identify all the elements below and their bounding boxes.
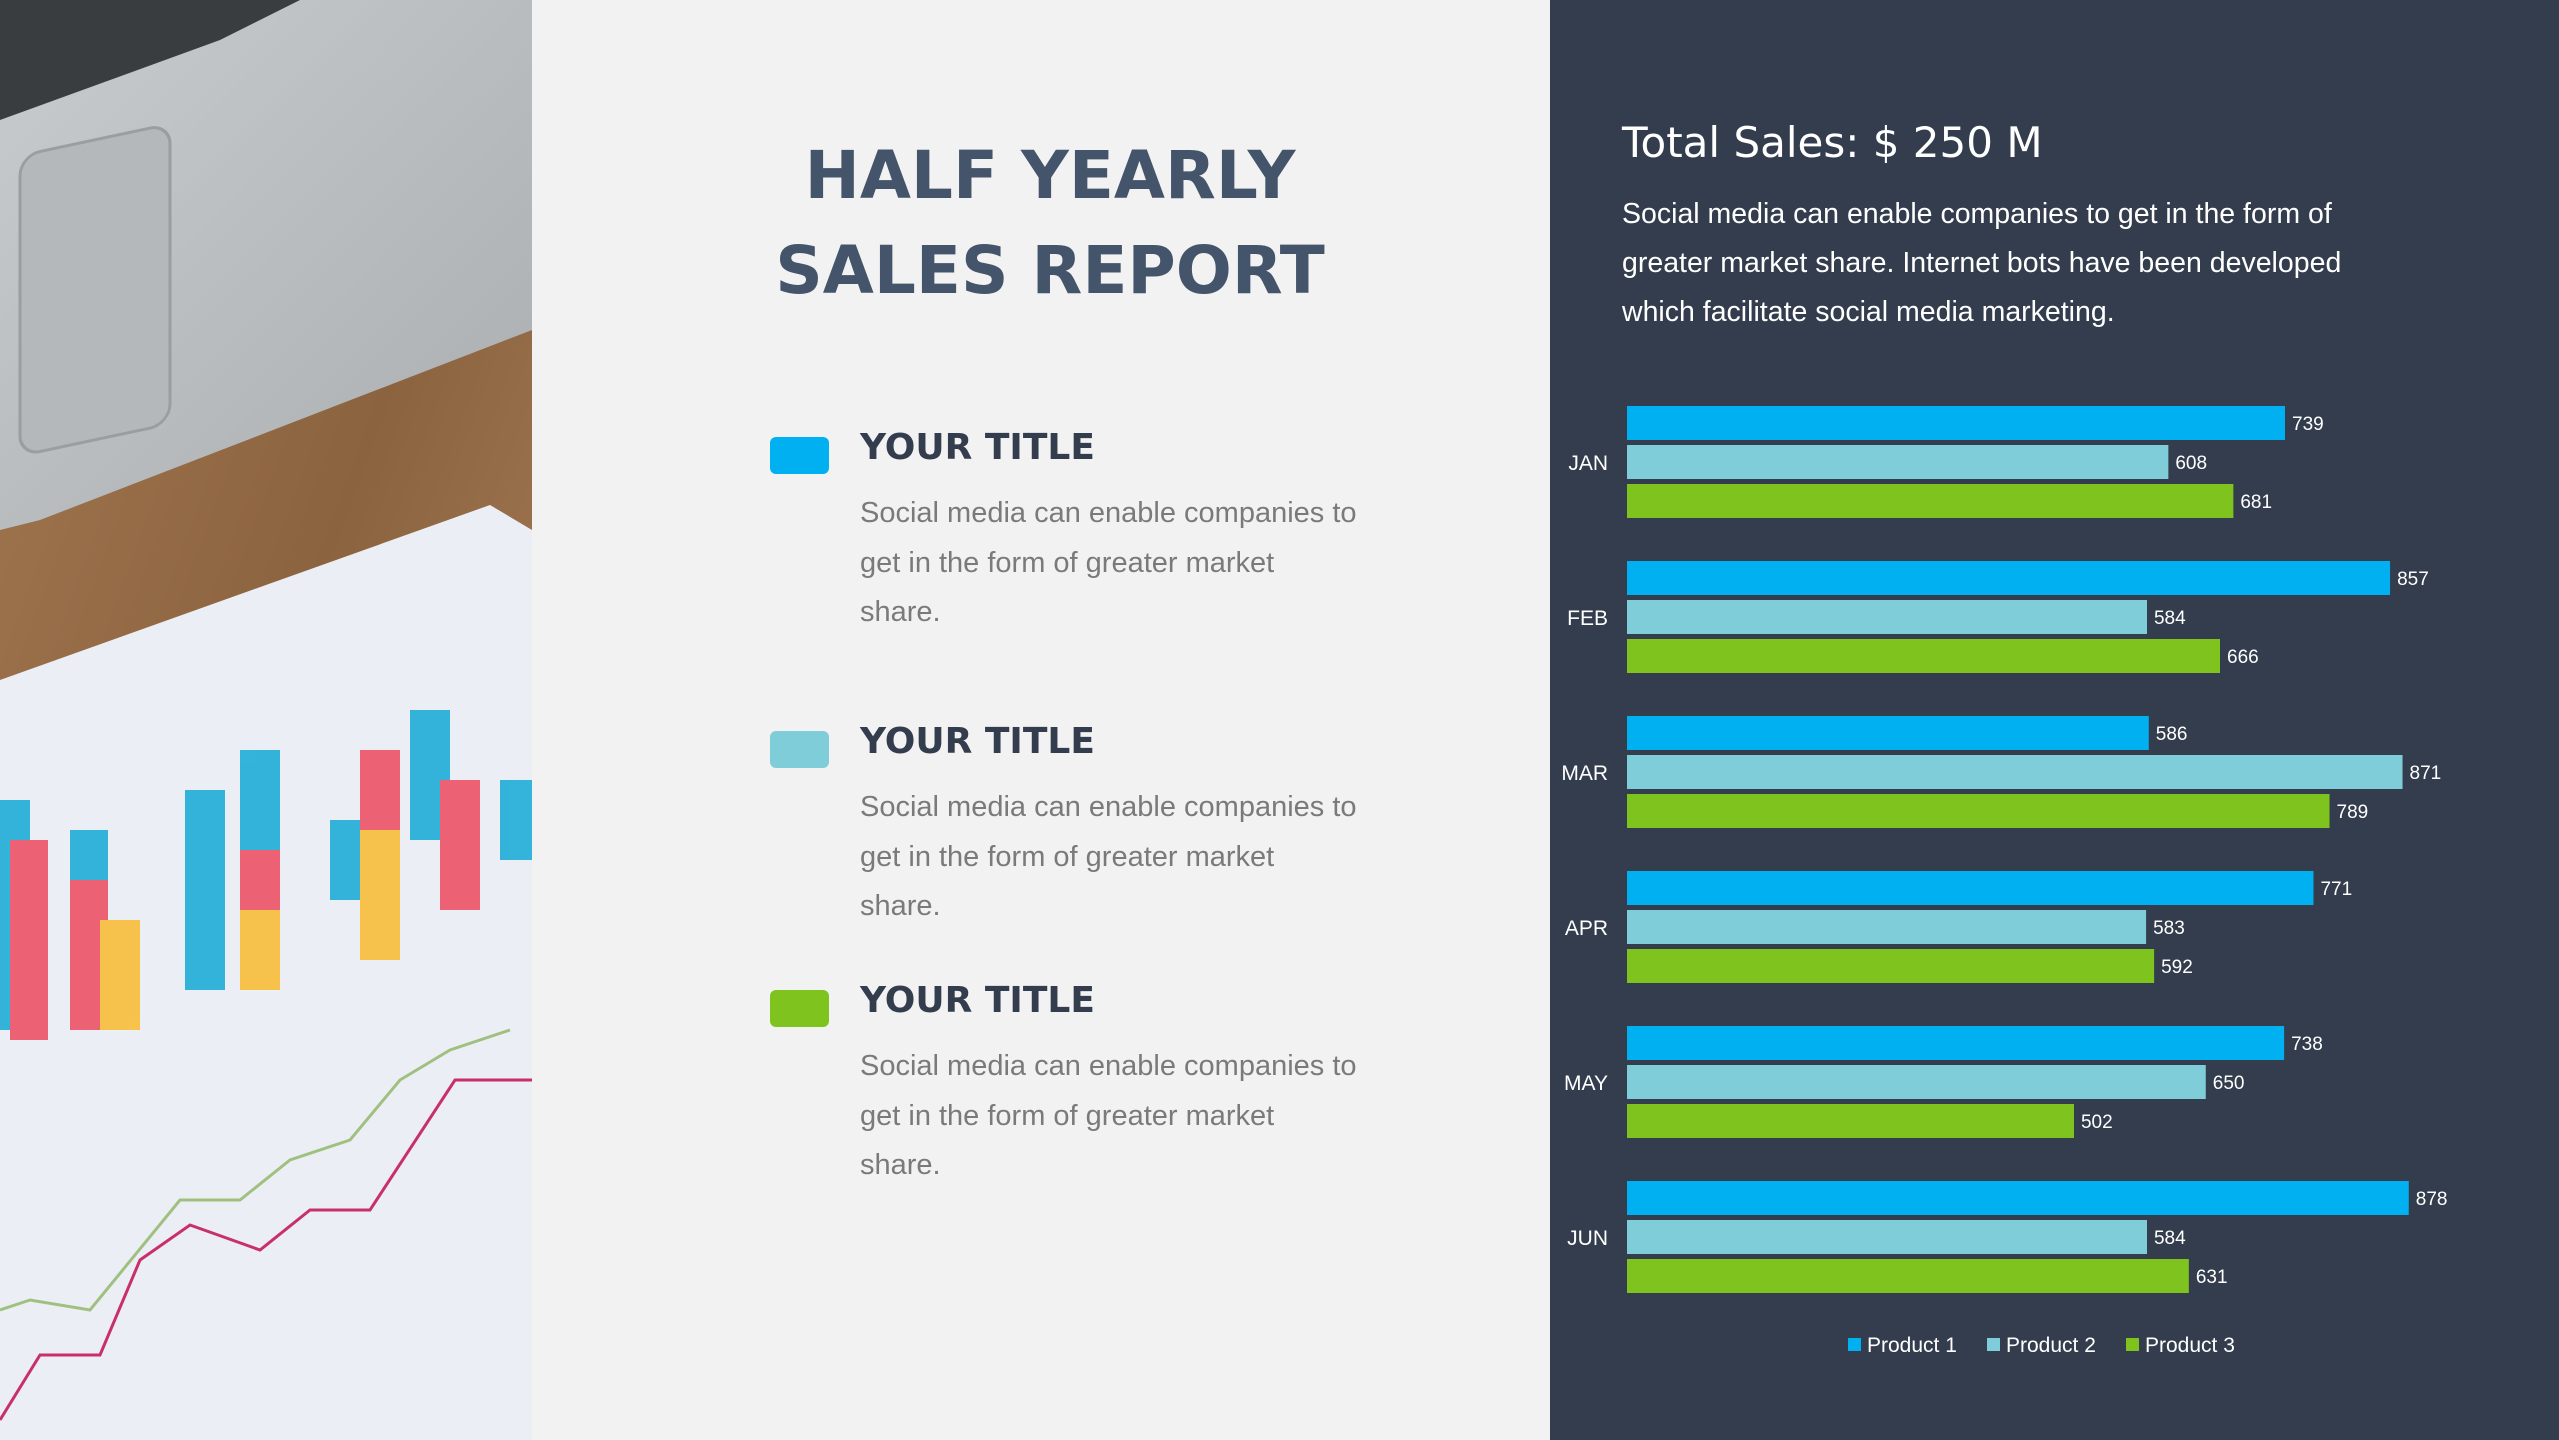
page-title: HALF YEARLY SALES REPORT [532, 128, 1568, 318]
title-line-2: SALES REPORT [775, 232, 1325, 309]
item-title: YOUR TITLE [860, 721, 1095, 762]
item-title: YOUR TITLE [860, 427, 1095, 468]
bar-may-product-2 [1627, 1065, 2206, 1099]
laptop-chart-photo [0, 0, 532, 1440]
data-label: 608 [2175, 453, 2207, 474]
category-label-feb: FEB [1567, 607, 1608, 630]
bar-may-product-1 [1627, 1026, 2285, 1060]
bar-apr-product-2 [1627, 910, 2147, 944]
bar-mar-product-1 [1627, 716, 2149, 750]
data-label: 739 [2292, 414, 2324, 435]
data-label: 789 [2337, 802, 2369, 823]
item-body: Social media can enable companies to get… [860, 1050, 1357, 1181]
bar-may-product-3 [1627, 1104, 2074, 1138]
legend-label-product-1: Product 1 [1867, 1334, 1957, 1357]
bar-jun-product-1 [1627, 1181, 2409, 1215]
data-label: 738 [2291, 1034, 2323, 1055]
bar-feb-product-2 [1627, 600, 2147, 634]
bar-mar-product-3 [1627, 794, 2330, 828]
legend-swatch-product-2 [1987, 1338, 2000, 1351]
data-label: 681 [2240, 492, 2272, 513]
color-swatch-blue [770, 437, 829, 474]
summary-text: Social media can enable companies to get… [1622, 198, 2342, 328]
item-body: Social media can enable companies to get… [860, 791, 1357, 922]
category-label-mar: MAR [1561, 762, 1608, 785]
category-label-jan: JAN [1568, 452, 1608, 475]
legend-swatch-product-3 [2126, 1338, 2139, 1351]
middle-panel [532, 0, 1550, 1440]
bar-apr-product-1 [1627, 871, 2314, 905]
category-label-jun: JUN [1567, 1227, 1608, 1250]
data-label: 584 [2154, 1228, 2186, 1249]
legend-label-product-3: Product 3 [2145, 1334, 2235, 1357]
data-label: 592 [2161, 957, 2193, 978]
bar-feb-product-1 [1627, 561, 2391, 595]
bar-jun-product-3 [1627, 1259, 2189, 1293]
color-swatch-light-blue [770, 731, 829, 768]
data-label: 631 [2196, 1267, 2228, 1288]
data-label: 584 [2154, 608, 2186, 629]
bar-jan-product-1 [1627, 406, 2285, 440]
data-label: 650 [2213, 1073, 2245, 1094]
data-label: 502 [2081, 1112, 2113, 1133]
color-swatch-green [770, 990, 829, 1027]
photo-image [0, 0, 532, 1440]
category-label-may: MAY [1564, 1072, 1608, 1095]
item-body: Social media can enable companies to get… [860, 497, 1357, 628]
category-label-apr: APR [1565, 917, 1608, 940]
data-label: 857 [2397, 569, 2429, 590]
bar-feb-product-3 [1627, 639, 2221, 673]
data-label: 878 [2416, 1189, 2448, 1210]
data-label: 871 [2410, 763, 2442, 784]
data-label: 583 [2153, 918, 2185, 939]
bar-jan-product-3 [1627, 484, 2234, 518]
data-label: 586 [2156, 724, 2188, 745]
data-label: 666 [2227, 647, 2259, 668]
legend-label-product-2: Product 2 [2006, 1334, 2096, 1357]
legend-swatch-product-1 [1848, 1338, 1861, 1351]
data-label: 771 [2320, 879, 2352, 900]
bar-mar-product-2 [1627, 755, 2403, 789]
bar-jan-product-2 [1627, 445, 2169, 479]
bar-jun-product-2 [1627, 1220, 2147, 1254]
bar-apr-product-3 [1627, 949, 2155, 983]
item-title: YOUR TITLE [860, 980, 1095, 1021]
total-sales-heading: Total Sales: $ 250 M [1622, 118, 2043, 167]
title-line-1: HALF YEARLY [804, 137, 1296, 214]
